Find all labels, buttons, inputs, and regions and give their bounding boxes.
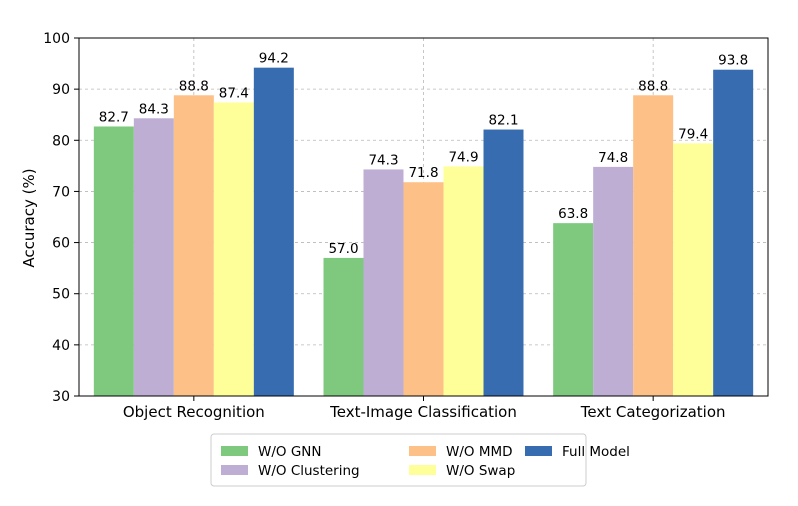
bar bbox=[253, 67, 294, 397]
bar bbox=[443, 166, 484, 396]
bar bbox=[133, 118, 174, 397]
data-label: 79.4 bbox=[678, 126, 708, 142]
bar bbox=[173, 95, 214, 396]
data-label: 74.9 bbox=[448, 149, 478, 165]
legend-entry: W/O Swap bbox=[446, 463, 515, 479]
legend-entry: W/O MMD bbox=[446, 444, 513, 460]
legend-swatch bbox=[221, 465, 248, 475]
y-tick-label: 100 bbox=[43, 31, 70, 47]
bar bbox=[403, 182, 444, 396]
bar bbox=[483, 129, 524, 396]
legend-swatch bbox=[409, 465, 436, 475]
bar bbox=[93, 126, 134, 396]
data-label: 94.2 bbox=[259, 51, 289, 67]
bars bbox=[93, 67, 754, 397]
y-tick-label: 70 bbox=[52, 184, 70, 200]
x-tick-label: Text Categorization bbox=[580, 403, 726, 421]
data-label: 84.3 bbox=[139, 101, 169, 117]
y-tick-label: 60 bbox=[52, 236, 70, 252]
bar bbox=[363, 169, 404, 396]
data-label: 74.3 bbox=[368, 152, 398, 168]
y-axis: 30 40 50 60 70 80 90 100 bbox=[43, 31, 79, 405]
x-axis: Object Recognition Text-Image Classificat… bbox=[123, 396, 726, 421]
legend-entry: W/O Clustering bbox=[258, 463, 360, 479]
bar bbox=[323, 257, 364, 396]
bar bbox=[213, 102, 254, 396]
data-label: 63.8 bbox=[558, 206, 588, 222]
x-tick-label: Text-Image Classification bbox=[329, 403, 517, 421]
y-tick-label: 80 bbox=[52, 133, 70, 149]
legend-box bbox=[210, 433, 587, 487]
data-label: 82.1 bbox=[488, 113, 518, 129]
data-label: 88.8 bbox=[179, 78, 209, 94]
data-label: 87.4 bbox=[219, 85, 249, 101]
y-tick-label: 30 bbox=[52, 389, 70, 405]
bar bbox=[593, 166, 634, 396]
data-label: 88.8 bbox=[638, 78, 668, 94]
y-axis-label: Accuracy (%) bbox=[20, 168, 38, 267]
bar bbox=[713, 69, 754, 397]
legend: W/O GNN W/O Clustering W/O MMD W/O Swap Full… bbox=[210, 433, 630, 487]
bar bbox=[633, 95, 674, 396]
bar bbox=[553, 223, 594, 396]
y-tick-label: 50 bbox=[52, 287, 70, 303]
y-tick-label: 90 bbox=[52, 82, 70, 98]
y-tick-label: 40 bbox=[52, 338, 70, 354]
data-label: 74.8 bbox=[598, 150, 628, 166]
data-label: 93.8 bbox=[718, 53, 748, 69]
data-label: 82.7 bbox=[99, 109, 129, 125]
data-labels: 82.7 84.3 88.8 87.4 94.2 57.0 74.3 71.8 74.9 82.1… bbox=[99, 51, 748, 257]
x-tick-label: Object Recognition bbox=[123, 403, 265, 421]
data-label: 71.8 bbox=[408, 165, 438, 181]
legend-entry: W/O GNN bbox=[258, 444, 321, 460]
legend-swatch bbox=[409, 446, 436, 456]
legend-entry: Full Model bbox=[562, 444, 630, 460]
legend-swatch bbox=[221, 446, 248, 456]
bar bbox=[673, 143, 714, 396]
data-label: 57.0 bbox=[328, 241, 358, 257]
legend-swatch bbox=[525, 446, 552, 456]
